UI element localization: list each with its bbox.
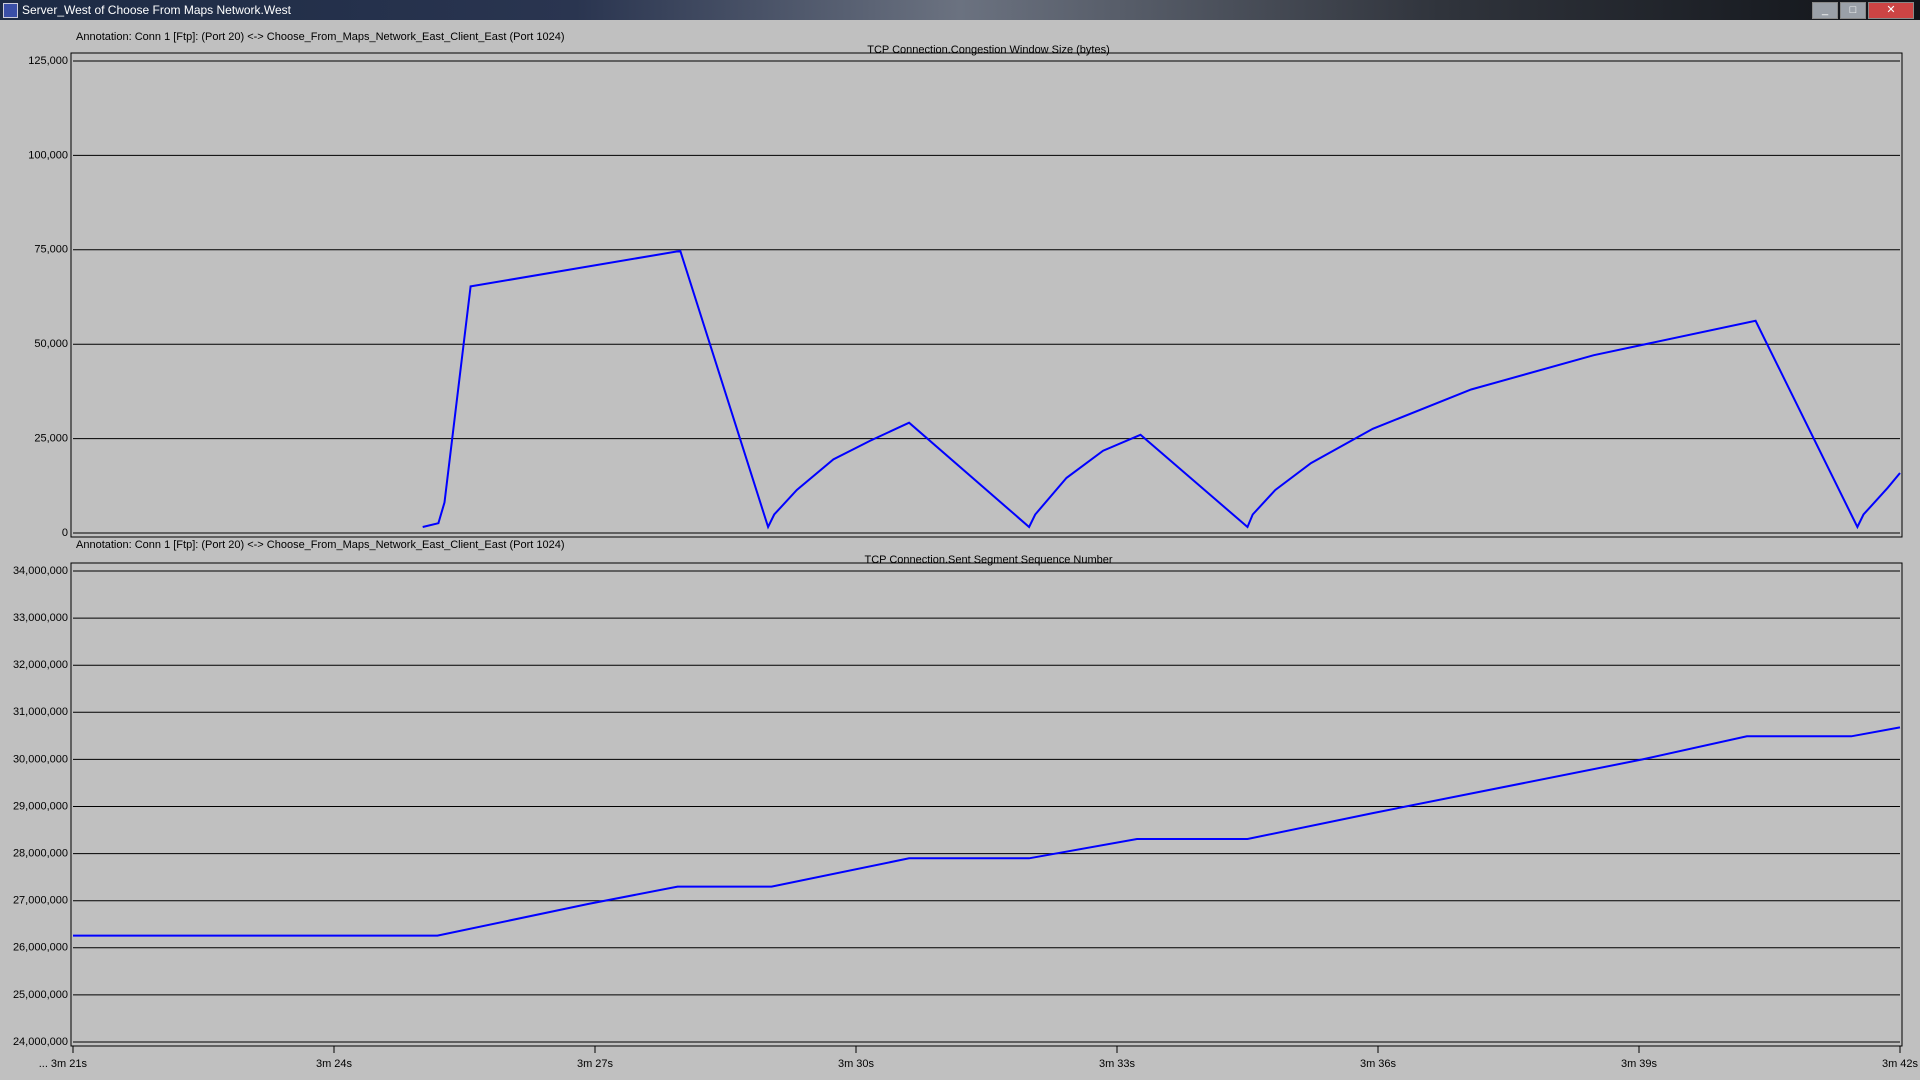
y-tick-label: 34,000,000: [13, 565, 68, 577]
y-tick-label: 26,000,000: [13, 942, 68, 954]
charts: Annotation: Conn 1 [Ftp]: (Port 20) <-> …: [13, 31, 1919, 1070]
plot-area: [70, 52, 1903, 538]
x-tick-label: 3m 30s: [838, 1058, 875, 1070]
x-tick-label: 3m 36s: [1360, 1058, 1397, 1070]
y-tick-label: 75,000: [34, 244, 68, 256]
window-icon: [3, 3, 18, 18]
y-tick-label: 28,000,000: [13, 848, 68, 860]
data-line: [422, 249, 1901, 530]
y-tick-label: 31,000,000: [13, 706, 68, 718]
x-tick-label: 3m 39s: [1621, 1058, 1658, 1070]
y-tick-label: 50,000: [34, 338, 68, 350]
chart-title: TCP Connection.Congestion Window Size (b…: [867, 44, 1110, 56]
y-tick-label: 125,000: [28, 55, 68, 67]
y-tick-label: 0: [62, 527, 68, 539]
annotation: Annotation: Conn 1 [Ftp]: (Port 20) <-> …: [76, 539, 565, 551]
window-title: Server_West of Choose From Maps Network.…: [22, 3, 291, 17]
x-tick-label: 3m 42s: [1882, 1058, 1919, 1070]
maximize-button[interactable]: □: [1840, 2, 1866, 19]
y-tick-label: 29,000,000: [13, 800, 68, 812]
close-button[interactable]: ✕: [1868, 2, 1914, 19]
y-tick-label: 100,000: [28, 149, 68, 161]
chart-title: TCP Connection.Sent Segment Sequence Num…: [864, 554, 1112, 566]
title-bar: Server_West of Choose From Maps Network.…: [0, 0, 1920, 20]
y-tick-label: 30,000,000: [13, 753, 68, 765]
x-tick-label: ... 3m 21s: [39, 1058, 88, 1070]
x-tick-label: 3m 33s: [1099, 1058, 1136, 1070]
y-tick-label: 25,000,000: [13, 989, 68, 1001]
x-tick-label: 3m 27s: [577, 1058, 614, 1070]
y-tick-label: 24,000,000: [13, 1036, 68, 1048]
y-tick-label: 33,000,000: [13, 612, 68, 624]
y-tick-label: 27,000,000: [13, 895, 68, 907]
minimize-button[interactable]: _: [1812, 2, 1838, 19]
y-tick-label: 32,000,000: [13, 659, 68, 671]
y-tick-label: 25,000: [34, 433, 68, 445]
annotation: Annotation: Conn 1 [Ftp]: (Port 20) <-> …: [76, 31, 565, 43]
data-line: [73, 726, 1901, 937]
x-tick-label: 3m 24s: [316, 1058, 353, 1070]
plot-area: [70, 562, 1903, 1047]
